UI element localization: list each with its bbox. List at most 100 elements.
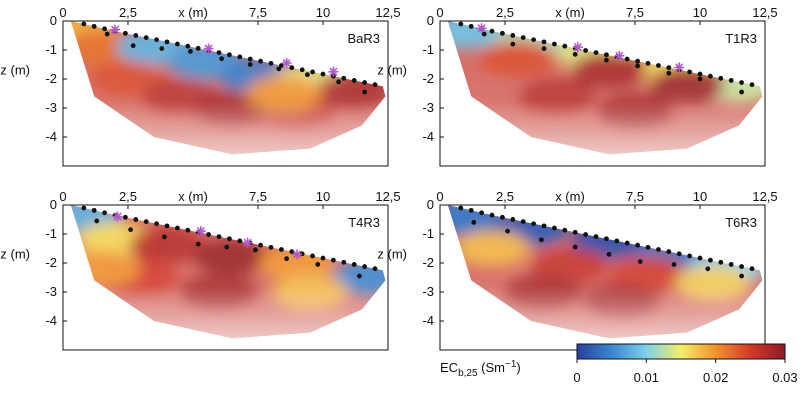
ec-zone: [454, 230, 530, 267]
electrode-marker: [489, 212, 495, 218]
electrode-marker: [351, 262, 357, 267]
electrode-marker: [687, 253, 692, 259]
electrode-marker: [102, 26, 107, 32]
electrode-marker: [372, 266, 378, 272]
x-axis-label: x (m): [178, 5, 208, 20]
electrode-marker: [81, 205, 87, 211]
x-axis-label: x (m): [555, 5, 585, 20]
x-tick-label: 0: [436, 189, 443, 204]
sensor-dot-marker: [276, 66, 282, 72]
electrode-marker: [175, 41, 180, 47]
sensor-dot-marker: [505, 228, 510, 234]
y-tick-label: -3: [422, 284, 434, 299]
sensor-dot-marker: [253, 247, 258, 253]
electrode-marker: [268, 60, 274, 66]
colorbar-label-unit-open: (Sm: [478, 360, 505, 375]
electrode-marker: [708, 257, 713, 263]
electrode-marker: [666, 65, 672, 71]
ec-zone: [246, 75, 322, 112]
y-axis-label: z (m): [0, 62, 30, 77]
y-tick-label: -3: [422, 100, 434, 115]
electrode-marker: [749, 266, 755, 272]
electrode-marker: [500, 30, 505, 36]
x-tick-label: 7,5: [626, 189, 644, 204]
electrode-marker: [164, 39, 170, 45]
sensor-dot-marker: [94, 218, 100, 224]
x-tick-label: 12,5: [752, 5, 777, 20]
sensor-dot-marker: [604, 57, 609, 63]
x-axis-label: x (m): [178, 189, 208, 204]
sensor-dot-marker: [510, 41, 516, 47]
electrode-marker: [279, 63, 284, 68]
electrode-marker: [520, 219, 526, 224]
panel-t1r3: 0 2,5 7,5 10 12,5 x (m) 0 -1 -2 -3 -4 z (m) T1R3: [377, 5, 778, 167]
ec-zone: [181, 274, 257, 310]
sensor-star-marker: [572, 42, 583, 53]
sensor-dot-marker: [471, 220, 477, 225]
electrode-marker: [154, 37, 160, 43]
electrode-marker: [237, 54, 243, 60]
ec-zone: [194, 239, 270, 276]
ec-zone: [331, 259, 386, 296]
electrode-marker: [133, 217, 139, 222]
electrode-marker: [247, 56, 253, 62]
electrode-marker: [81, 21, 87, 27]
sensor-star-marker: [476, 23, 487, 34]
electrode-marker: [237, 238, 243, 244]
electrode-marker: [289, 249, 295, 255]
sensor-dot-marker: [739, 89, 744, 95]
electrode-marker: [562, 43, 568, 49]
sensor-dot-marker: [481, 31, 487, 37]
ec-zone: [649, 66, 725, 103]
colorbar-label-main: EC: [440, 360, 458, 375]
electrode-marker: [728, 262, 734, 267]
x-tick-label: 12,5: [752, 189, 777, 204]
electrode-marker: [583, 48, 588, 53]
sensor-dot-marker: [572, 244, 578, 250]
panel-label: T6R3: [725, 215, 757, 230]
electrode-marker: [718, 75, 724, 81]
y-tick-label: 0: [427, 197, 434, 212]
y-axis-label: z (m): [0, 246, 30, 261]
electrode-marker: [362, 264, 367, 269]
y-tick-label: 0: [50, 197, 57, 212]
ec-zone: [571, 52, 647, 89]
sensor-dot-marker: [541, 46, 547, 51]
electrode-marker: [489, 28, 495, 34]
electrode-marker: [697, 255, 703, 261]
colorbar-label-unit-close: ): [516, 360, 520, 375]
ec-zone: [506, 274, 582, 310]
electrode-marker: [279, 247, 284, 252]
ec-field: [70, 21, 386, 155]
electrode-marker: [656, 63, 661, 68]
x-tick-label: 10: [693, 189, 707, 204]
sensor-dot-marker: [305, 72, 310, 78]
plot-frame: [62, 20, 389, 167]
electrode-marker: [531, 37, 536, 43]
x-tick-label: 0: [59, 5, 66, 20]
electrode-marker: [572, 229, 578, 235]
electrode-marker: [666, 249, 672, 255]
sensor-star-marker: [112, 211, 123, 222]
ec-zone: [584, 282, 660, 319]
y-tick-label: -4: [45, 129, 57, 144]
sensor-star-marker: [242, 237, 253, 248]
colorbar: ECb,25 (Sm−1) 0 0.01 0.02 0.03: [440, 343, 798, 385]
x-tick-label: 2,5: [496, 189, 514, 204]
electrode-marker: [341, 75, 347, 81]
x-tick-label: 7,5: [249, 5, 267, 20]
electrode-marker: [320, 71, 326, 77]
electrode-marker: [645, 60, 651, 66]
sensor-star-marker: [110, 24, 120, 35]
sensor-star-marker: [203, 43, 214, 54]
y-tick-label: -3: [45, 100, 57, 115]
sensor-star-marker: [674, 62, 685, 73]
x-tick-label: 12,5: [375, 189, 400, 204]
x-axis-label: x (m): [555, 189, 585, 204]
ec-zone: [675, 265, 751, 302]
sensor-star-marker: [292, 249, 302, 260]
electrode-marker: [520, 35, 526, 40]
electrode-marker: [216, 234, 222, 240]
sensor-dot-marker: [247, 62, 253, 67]
sensor-dot-marker: [315, 262, 321, 267]
